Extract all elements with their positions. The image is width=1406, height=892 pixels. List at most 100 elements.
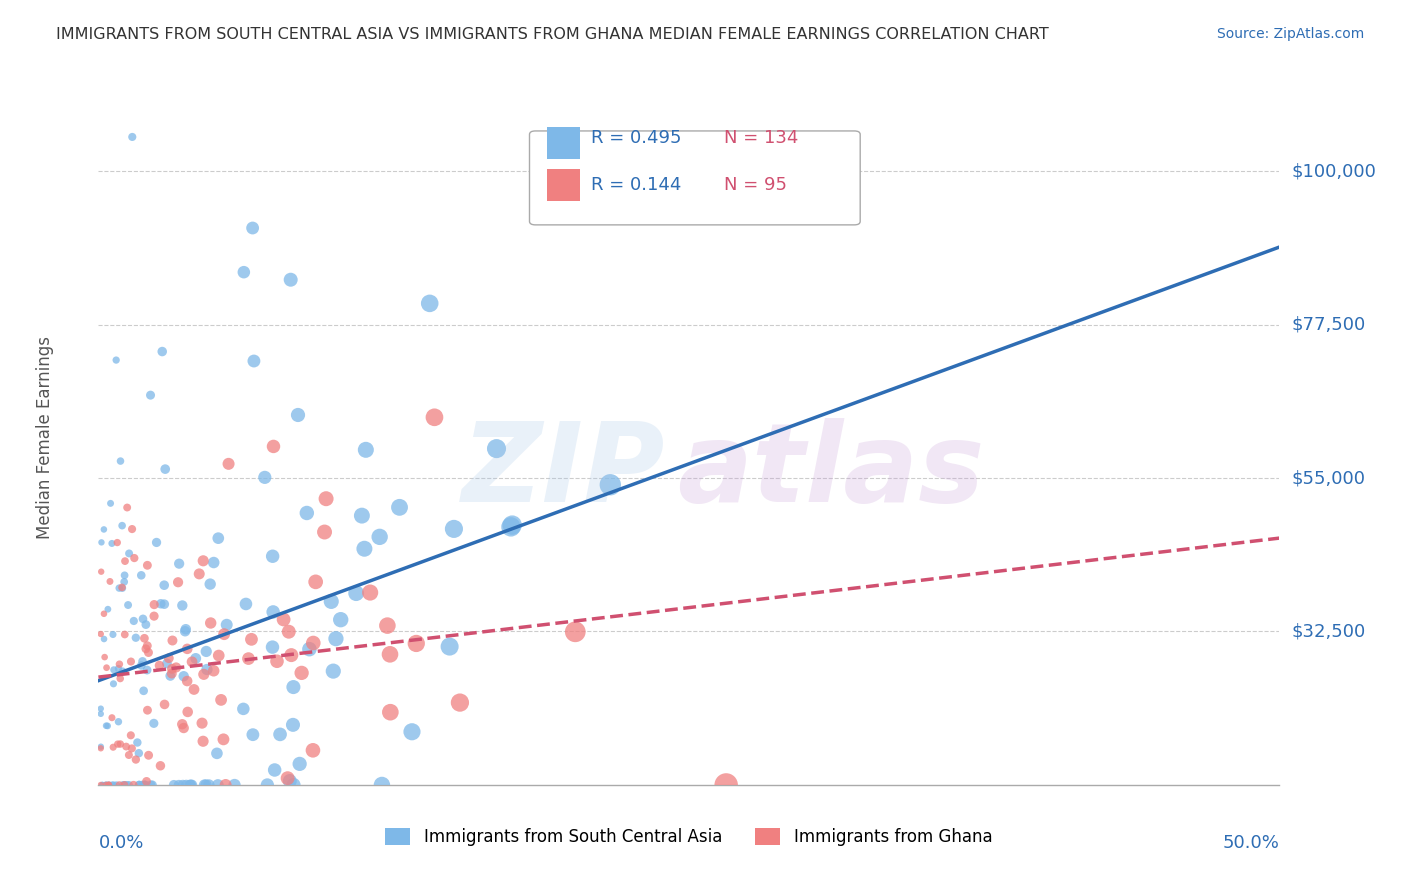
Point: [181, 655, 204, 669]
Point: [127, 735, 149, 749]
Point: [156, 657, 179, 671]
Point: [281, 718, 304, 732]
Point: [405, 636, 427, 650]
Text: $32,500: $32,500: [1291, 623, 1365, 640]
Point: [207, 531, 229, 545]
Point: [263, 439, 285, 453]
Point: [280, 648, 302, 662]
Point: [193, 778, 215, 792]
Point: [167, 575, 190, 590]
Point: [112, 778, 135, 792]
Point: [91, 778, 114, 792]
Point: [314, 524, 336, 539]
Point: [139, 778, 162, 792]
Point: [380, 705, 402, 719]
Point: [121, 741, 143, 756]
Point: [280, 273, 302, 287]
Point: [298, 642, 321, 657]
Point: [242, 728, 264, 742]
Point: [93, 632, 115, 646]
Point: [269, 727, 291, 741]
Point: [110, 672, 132, 686]
Point: [208, 648, 231, 663]
Point: [172, 717, 194, 731]
Point: [176, 641, 198, 656]
Point: [128, 778, 150, 792]
Point: [111, 664, 134, 678]
Point: [118, 546, 141, 560]
Point: [107, 714, 129, 729]
Point: [176, 705, 198, 719]
Point: [214, 778, 236, 792]
Point: [103, 677, 125, 691]
Point: [322, 664, 344, 678]
Point: [354, 442, 377, 457]
Point: [90, 701, 112, 715]
Point: [153, 597, 176, 611]
Point: [135, 617, 157, 632]
Point: [111, 581, 134, 595]
Point: [114, 627, 136, 641]
Point: [295, 506, 318, 520]
Point: [388, 500, 411, 515]
Point: [114, 778, 136, 792]
Point: [111, 518, 134, 533]
Point: [134, 778, 156, 792]
Point: [90, 565, 112, 579]
Point: [131, 778, 153, 792]
Point: [93, 523, 115, 537]
Point: [235, 597, 257, 611]
Point: [107, 737, 129, 751]
Legend: Immigrants from South Central Asia, Immigrants from Ghana: Immigrants from South Central Asia, Immi…: [378, 822, 1000, 853]
Point: [174, 622, 197, 636]
Point: [136, 558, 159, 573]
Point: [191, 716, 214, 731]
Point: [212, 627, 235, 641]
Text: R = 0.144: R = 0.144: [591, 177, 682, 194]
Text: ZIP: ZIP: [461, 418, 665, 525]
Point: [205, 747, 228, 761]
Point: [173, 721, 195, 735]
Point: [202, 664, 225, 678]
Point: [232, 702, 254, 716]
Point: [97, 602, 120, 616]
Point: [160, 662, 183, 676]
Point: [501, 518, 523, 533]
Point: [157, 651, 180, 665]
Point: [180, 778, 202, 792]
Point: [112, 574, 135, 589]
Point: [159, 669, 181, 683]
Point: [122, 614, 145, 628]
Point: [128, 778, 150, 792]
Point: [262, 605, 284, 619]
Point: [714, 778, 737, 792]
Text: 50.0%: 50.0%: [1223, 834, 1279, 852]
Point: [136, 703, 159, 717]
Point: [117, 598, 139, 612]
Point: [207, 778, 229, 792]
Point: [209, 693, 232, 707]
Point: [243, 354, 266, 368]
Point: [195, 644, 218, 658]
Point: [101, 778, 124, 792]
Point: [277, 771, 299, 785]
Point: [283, 680, 305, 694]
Point: [163, 778, 186, 792]
Point: [121, 522, 143, 536]
Point: [108, 778, 131, 792]
Point: [101, 740, 124, 755]
Point: [564, 624, 586, 639]
Point: [90, 627, 112, 641]
Point: [124, 551, 146, 566]
Bar: [547, 128, 581, 159]
Point: [134, 778, 156, 792]
Point: [305, 574, 328, 589]
Point: [184, 651, 207, 665]
Point: [167, 557, 190, 571]
Text: R = 0.495: R = 0.495: [591, 129, 682, 147]
Point: [97, 778, 120, 792]
Point: [240, 632, 263, 647]
Point: [193, 667, 215, 681]
Point: [90, 739, 112, 754]
Point: [122, 778, 145, 792]
